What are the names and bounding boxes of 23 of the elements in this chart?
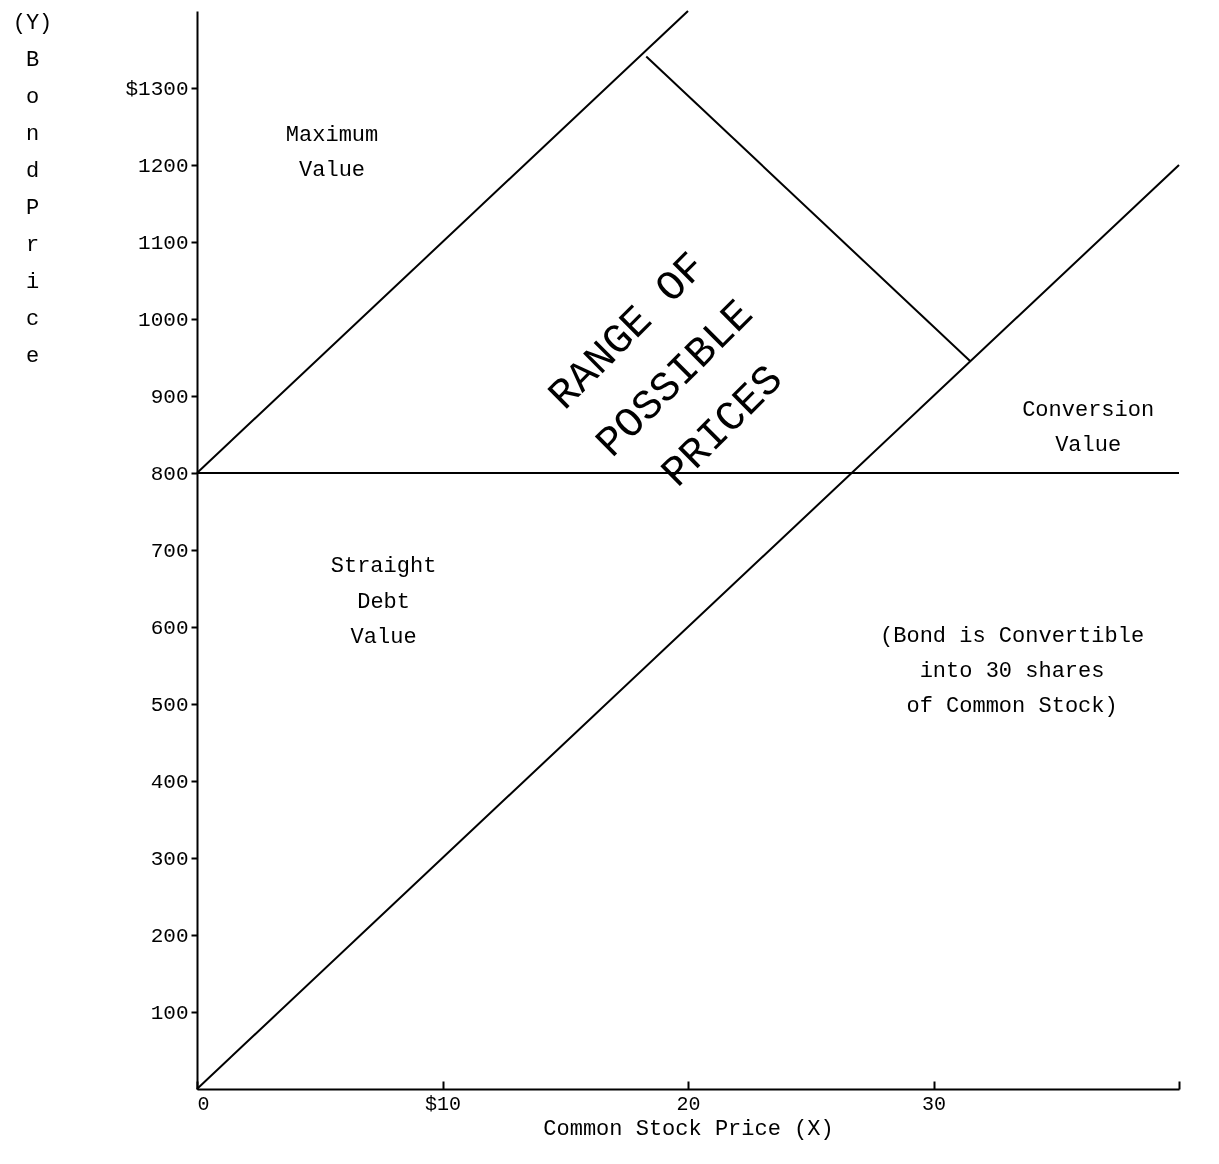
annotation: (Bond is Convertible into 30 shares of Common Stock) bbox=[880, 623, 1145, 720]
y-tick-label: 200 bbox=[150, 924, 189, 948]
y-tick-label: 500 bbox=[150, 693, 189, 717]
y-tick-label: 1000 bbox=[138, 308, 189, 332]
y-tick-label: 700 bbox=[150, 539, 189, 563]
annotation: Straight Debt Value bbox=[330, 554, 437, 650]
y-tick-label: $1300 bbox=[125, 77, 189, 101]
y-tick-label: 400 bbox=[150, 770, 189, 794]
x-tick-label: 20 bbox=[676, 1092, 701, 1116]
x-tick-label: 30 bbox=[921, 1092, 947, 1116]
y-tick-label: 1100 bbox=[138, 231, 189, 255]
y-tick-label: 800 bbox=[150, 462, 189, 486]
annotation: Maximum Value bbox=[285, 123, 379, 184]
x-tick-label: 0 bbox=[197, 1092, 210, 1116]
y-tick-label: 1200 bbox=[138, 154, 189, 178]
y-tick-label: 900 bbox=[150, 385, 189, 409]
y-tick-label: 600 bbox=[150, 616, 189, 640]
y-tick-label: 100 bbox=[150, 1001, 189, 1025]
annotation: Conversion Value bbox=[1022, 398, 1155, 459]
y-tick-label: 300 bbox=[150, 847, 189, 871]
text: (Y) Bond Price bbox=[12, 10, 53, 369]
x-axis-title: Common Stock Price (X) bbox=[543, 1116, 834, 1142]
x-tick-label: $10 bbox=[424, 1092, 462, 1116]
